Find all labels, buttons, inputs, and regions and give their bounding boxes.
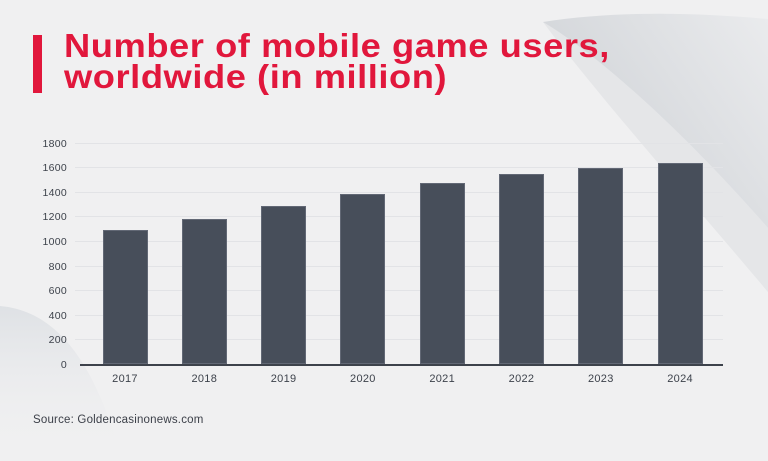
gridline-600 xyxy=(75,290,723,292)
source-attribution: Source: Goldencasinonews.com xyxy=(33,414,204,426)
y-axis-label-1600: 1600 xyxy=(42,162,67,175)
y-axis-label-800: 800 xyxy=(48,260,67,273)
x-axis-line xyxy=(80,364,723,366)
gridline-1600 xyxy=(75,167,723,169)
x-axis-label-2021: 2021 xyxy=(429,373,456,385)
gridline-400 xyxy=(75,314,723,316)
bar-2022 xyxy=(499,173,544,364)
chart-title: Number of mobile game users, worldwide (… xyxy=(64,27,610,95)
gridline-1200 xyxy=(75,216,723,218)
bar-2024 xyxy=(657,162,703,364)
bar-2023 xyxy=(578,167,624,364)
x-axis-label-2019: 2019 xyxy=(270,373,297,385)
y-axis-label-1800: 1800 xyxy=(42,137,67,150)
gridline-800 xyxy=(75,265,723,267)
gridline-1400 xyxy=(75,191,723,193)
bar-2021 xyxy=(419,182,465,364)
x-axis-label-2018: 2018 xyxy=(191,373,218,385)
y-axis-label-1200: 1200 xyxy=(42,211,67,224)
gridline-200 xyxy=(75,339,723,341)
y-axis-label-1000: 1000 xyxy=(42,236,67,248)
chart-title-line1: Number of mobile game users, xyxy=(64,27,610,64)
y-axis-label-400: 400 xyxy=(48,309,67,322)
chart-title-line2: worldwide (in million) xyxy=(64,58,448,95)
x-axis-label-2017: 2017 xyxy=(112,373,138,385)
x-axis-label-2023: 2023 xyxy=(587,373,614,385)
gridline-1000 xyxy=(75,241,723,242)
bar-2020 xyxy=(340,193,386,364)
y-axis-label-600: 600 xyxy=(48,285,67,298)
y-axis-label-1400: 1400 xyxy=(42,186,67,199)
x-axis-label-2022: 2022 xyxy=(508,373,535,385)
x-axis-label-2020: 2020 xyxy=(350,373,376,385)
title-accent-bar xyxy=(33,35,42,93)
x-axis-label-2024: 2024 xyxy=(667,373,693,385)
bar-2019 xyxy=(261,206,307,364)
bar-2018 xyxy=(181,219,227,364)
gridline-1800 xyxy=(75,142,723,144)
y-axis-label-0: 0 xyxy=(60,359,67,371)
bar-2017 xyxy=(102,230,148,364)
y-axis-label-200: 200 xyxy=(48,334,67,347)
